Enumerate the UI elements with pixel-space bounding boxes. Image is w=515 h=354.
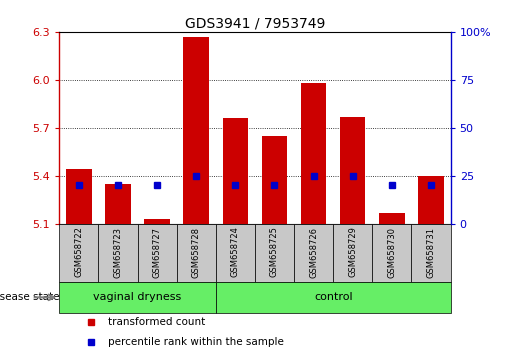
Bar [216, 282, 451, 313]
Bar [418, 176, 444, 224]
Bar [138, 224, 177, 282]
Bar [411, 224, 451, 282]
Bar [379, 212, 405, 224]
Bar [372, 224, 411, 282]
Bar [333, 224, 372, 282]
Bar [183, 37, 209, 224]
Bar [177, 224, 216, 282]
Text: GSM658725: GSM658725 [270, 227, 279, 278]
Text: GSM658722: GSM658722 [74, 227, 83, 278]
Text: GSM658730: GSM658730 [387, 227, 397, 278]
Bar [301, 83, 327, 224]
Text: GSM658729: GSM658729 [348, 227, 357, 278]
Bar [144, 219, 170, 224]
Text: percentile rank within the sample: percentile rank within the sample [108, 337, 284, 347]
Bar [98, 224, 138, 282]
Bar [255, 224, 294, 282]
Text: GSM658726: GSM658726 [309, 227, 318, 278]
Text: transformed count: transformed count [108, 317, 205, 327]
Text: disease state: disease state [0, 292, 59, 302]
Bar [340, 116, 366, 224]
Text: GSM658728: GSM658728 [192, 227, 201, 278]
Text: GSM658724: GSM658724 [231, 227, 240, 278]
Title: GDS3941 / 7953749: GDS3941 / 7953749 [185, 17, 325, 31]
Bar [294, 224, 333, 282]
Text: control: control [314, 292, 352, 302]
Bar [105, 184, 131, 224]
Bar [59, 282, 216, 313]
Bar [262, 136, 287, 224]
Text: GSM658723: GSM658723 [113, 227, 123, 278]
Bar [66, 169, 92, 224]
Bar [59, 224, 98, 282]
Text: GSM658731: GSM658731 [426, 227, 436, 278]
Bar [222, 118, 248, 224]
Text: vaginal dryness: vaginal dryness [93, 292, 182, 302]
Bar [216, 224, 255, 282]
Text: GSM658727: GSM658727 [152, 227, 162, 278]
